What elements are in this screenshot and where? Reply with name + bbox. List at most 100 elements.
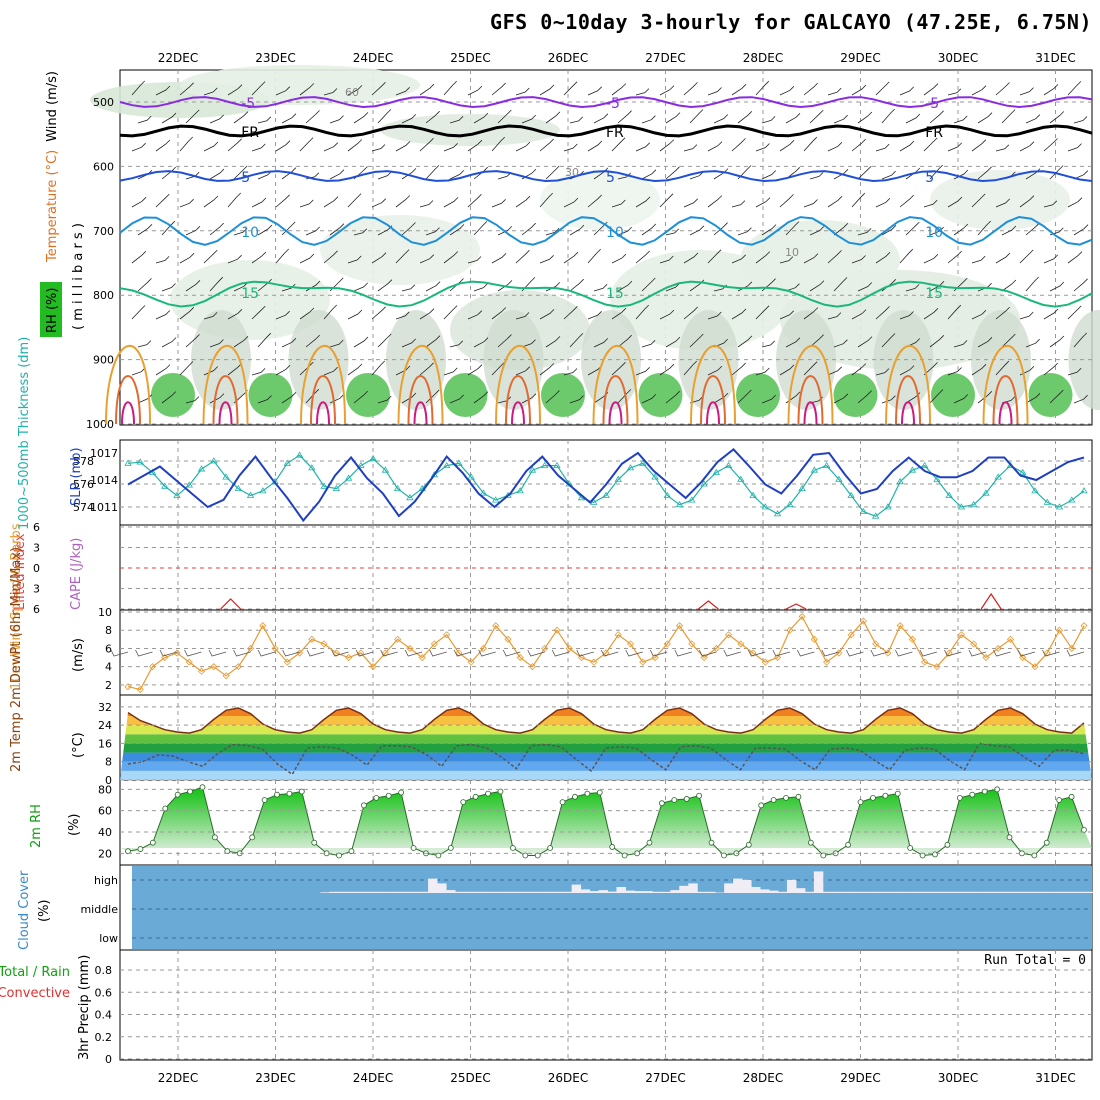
wind-barb [611,199,626,208]
temp-contour-35 [413,401,428,425]
wind-barb [281,221,296,236]
date-label-bottom: 31DEC [1035,1071,1075,1085]
wind-barb [971,193,986,208]
wind-barb [1025,276,1039,292]
wind-barb [587,86,602,96]
wind-barb [947,196,963,208]
high-cloud-bar [921,891,932,893]
thickness-marker [210,457,218,464]
high-cloud-bar [742,879,752,893]
temp-axis-label: 2m Temp 2m DewPt (6hr Min/Max) [9,547,24,772]
isotherm-label: 10 [241,225,259,241]
pressure-tick: 500 [93,96,114,109]
high-cloud-bar [616,887,626,893]
wind-barb [449,224,465,236]
wind-speed-marker [332,649,340,657]
wind-barb [617,226,632,236]
wind-barb [443,367,458,376]
wind-barb [131,197,147,208]
wind-barb [761,394,776,404]
wind-barb [659,309,675,320]
thickness-marker [724,461,733,468]
date-label-bottom: 25DEC [450,1071,490,1085]
wind-barb [305,334,320,348]
high-cloud-bar [446,890,456,893]
date-label-top: 24DEC [353,51,393,65]
wind-barb [659,85,675,96]
wind-barb [611,362,626,376]
wind-barb [491,82,506,96]
wind-speed-marker [590,658,598,666]
wind-barb [587,140,603,152]
wind-barb [539,255,554,264]
wind-barb [329,169,345,180]
high-cloud-bar [472,891,483,893]
wind-barb [419,308,435,320]
wind-speed-marker [492,622,500,630]
wind-barb [875,198,891,208]
wind-speed-marker [541,644,549,653]
wind-barb [515,87,530,96]
wind-barb [923,254,939,264]
high-cloud-bar [1002,891,1012,893]
slp-tick: 1017 [90,447,118,460]
thickness-tick: 574 [73,501,94,514]
temp-contour-25 [982,344,1029,425]
wind-barb [635,304,649,320]
wind-barb [467,139,483,152]
convective-label: Convective [0,986,70,1001]
wind-barb [833,277,848,292]
high-cloud-bar [374,891,384,893]
wind-speed-marker [602,649,610,657]
wind-barb-10m [135,649,153,657]
lifted-index-tick: 6 [33,521,40,534]
thickness-marker [737,475,745,482]
wind-barb [275,310,290,320]
rh-marker [745,841,752,848]
wind-barb [707,249,722,264]
wind-barb [425,165,440,180]
rh-legend-text: RH (%) [45,288,60,333]
wind-barb [635,142,650,152]
rh-marker [646,839,653,846]
rh-marker [174,791,181,798]
thickness-marker [541,461,549,468]
rh-marker [932,851,938,858]
wind-barb [395,141,411,152]
wind-barb [569,224,585,236]
high-cloud-bar [885,891,896,893]
wind-barb [875,81,890,96]
wind-barb [971,310,987,320]
precip-tick: 0.2 [95,1031,113,1044]
wind-barb [851,138,866,152]
lifted-index-tick: 0 [33,562,40,575]
high-cloud-bar [697,891,707,893]
wind-barb [353,282,368,292]
wind-barb [305,226,320,236]
wind-barb [155,85,171,96]
wind-barb [1049,281,1065,292]
wind-barb [491,199,506,208]
temp-label: 2m Temp 2m DewPt (6hr Min/Max) [9,547,24,772]
wind-speed-marker [1068,644,1076,653]
wind-speed-marker [798,612,806,621]
wind-barb [275,86,291,96]
rh-high-shading [151,373,195,417]
rh-marker [1019,850,1025,857]
wind-barb [881,108,895,124]
temp-contour-30 [895,375,921,425]
wind-barb [179,136,193,152]
rh-marker [658,800,665,807]
wind-barb [737,227,752,236]
chart-title: GFS 0~10day 3-hourly for GALCAYO (47.25E… [490,10,1092,34]
wind-barb [857,390,872,404]
wind-speed-marker [394,635,402,643]
wind-barb [995,144,1010,152]
wind-barb [683,306,698,320]
wind-barb [347,363,363,376]
date-label-top: 30DEC [938,51,978,65]
wind-barb [425,281,441,292]
wind-barb [665,390,680,404]
wind-barb [545,390,560,404]
wind-barb [281,113,297,124]
